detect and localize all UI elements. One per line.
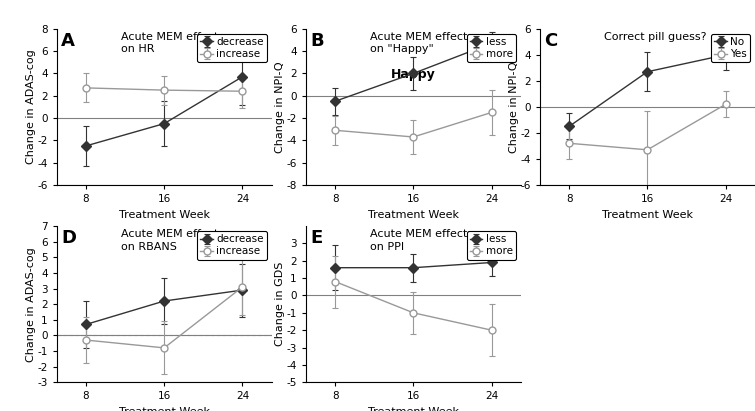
Legend: decrease, increase: decrease, increase xyxy=(197,231,267,260)
Text: C: C xyxy=(544,32,557,50)
Legend: No, Yes: No, Yes xyxy=(711,34,750,62)
Text: Acute MEM effect
on "Happy": Acute MEM effect on "Happy" xyxy=(370,32,467,54)
Text: E: E xyxy=(310,229,322,247)
X-axis label: Treatment Week: Treatment Week xyxy=(368,210,459,219)
Y-axis label: Change in NPI-Q: Change in NPI-Q xyxy=(509,61,519,152)
Text: Acute MEM effect
on RBANS: Acute MEM effect on RBANS xyxy=(121,229,218,252)
Text: D: D xyxy=(61,229,76,247)
Text: Correct pill guess?: Correct pill guess? xyxy=(604,32,707,42)
Text: Acute MEM effect
on PPI: Acute MEM effect on PPI xyxy=(370,229,467,252)
Y-axis label: Change in GDS: Change in GDS xyxy=(275,262,285,346)
Legend: less, more: less, more xyxy=(467,231,516,260)
Y-axis label: Change in ADAS-cog: Change in ADAS-cog xyxy=(26,49,35,164)
X-axis label: Treatment Week: Treatment Week xyxy=(119,210,210,219)
Legend: less, more: less, more xyxy=(467,34,516,62)
Text: B: B xyxy=(310,32,324,50)
X-axis label: Treatment Week: Treatment Week xyxy=(602,210,693,219)
Y-axis label: Change in ADAS-cog: Change in ADAS-cog xyxy=(26,247,35,362)
X-axis label: Treatment Week: Treatment Week xyxy=(368,407,459,411)
X-axis label: Treatment Week: Treatment Week xyxy=(119,407,210,411)
Y-axis label: Change in NPI-Q: Change in NPI-Q xyxy=(275,61,285,152)
Text: Happy: Happy xyxy=(391,68,436,81)
Legend: decrease, increase: decrease, increase xyxy=(197,34,267,62)
Text: Acute MEM effect
on HR: Acute MEM effect on HR xyxy=(121,32,218,54)
Text: A: A xyxy=(61,32,75,50)
